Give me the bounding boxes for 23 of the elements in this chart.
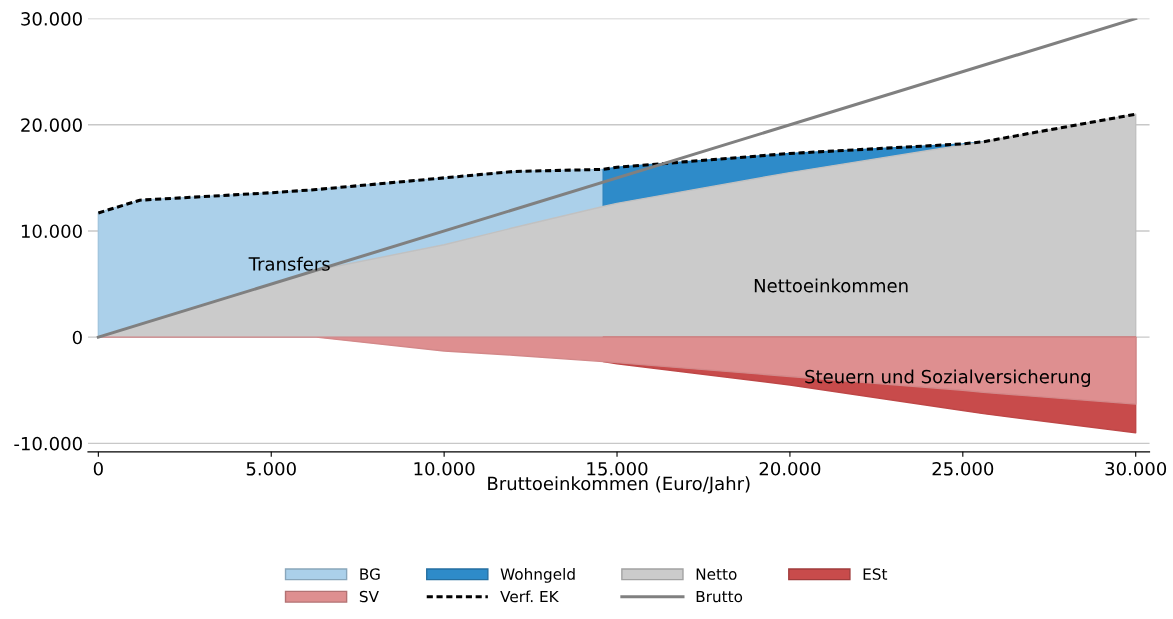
legend-label: BG — [360, 568, 380, 580]
y-tick-label: 20.000 — [21, 118, 82, 132]
x-tick-label: 30.000 — [1105, 461, 1167, 476]
x-tick-label: 20.000 — [759, 461, 821, 476]
x-tick-label: 15.000 — [587, 461, 648, 476]
legend-label: Netto — [696, 568, 737, 580]
x-tick-label: 10.000 — [414, 461, 475, 476]
legend-label: SV — [359, 590, 379, 603]
x-tick-label: 25.000 — [932, 461, 994, 476]
annotation: Steuern und Sozialversicherung — [805, 369, 1090, 387]
legend-label: Verf. EK — [500, 590, 559, 603]
legend-label: ESt — [863, 568, 888, 580]
x-axis-title: Bruttoeinkommen (Euro/Jahr) — [488, 476, 750, 494]
x-tick-label: 0 — [93, 461, 103, 476]
annotation: Nettoeinkommen — [754, 278, 908, 293]
y-tick-label: 30.000 — [21, 12, 82, 26]
y-tick-label: 0 — [72, 330, 82, 345]
y-tick-label: 10.000 — [21, 224, 82, 239]
x-tick-label: 5.000 — [246, 461, 296, 476]
legend-label: Brutto — [696, 590, 743, 603]
annotation: Transfers — [248, 256, 330, 271]
y-tick-label: -10.000 — [14, 436, 82, 451]
legend-label: Wohngeld — [500, 568, 575, 583]
